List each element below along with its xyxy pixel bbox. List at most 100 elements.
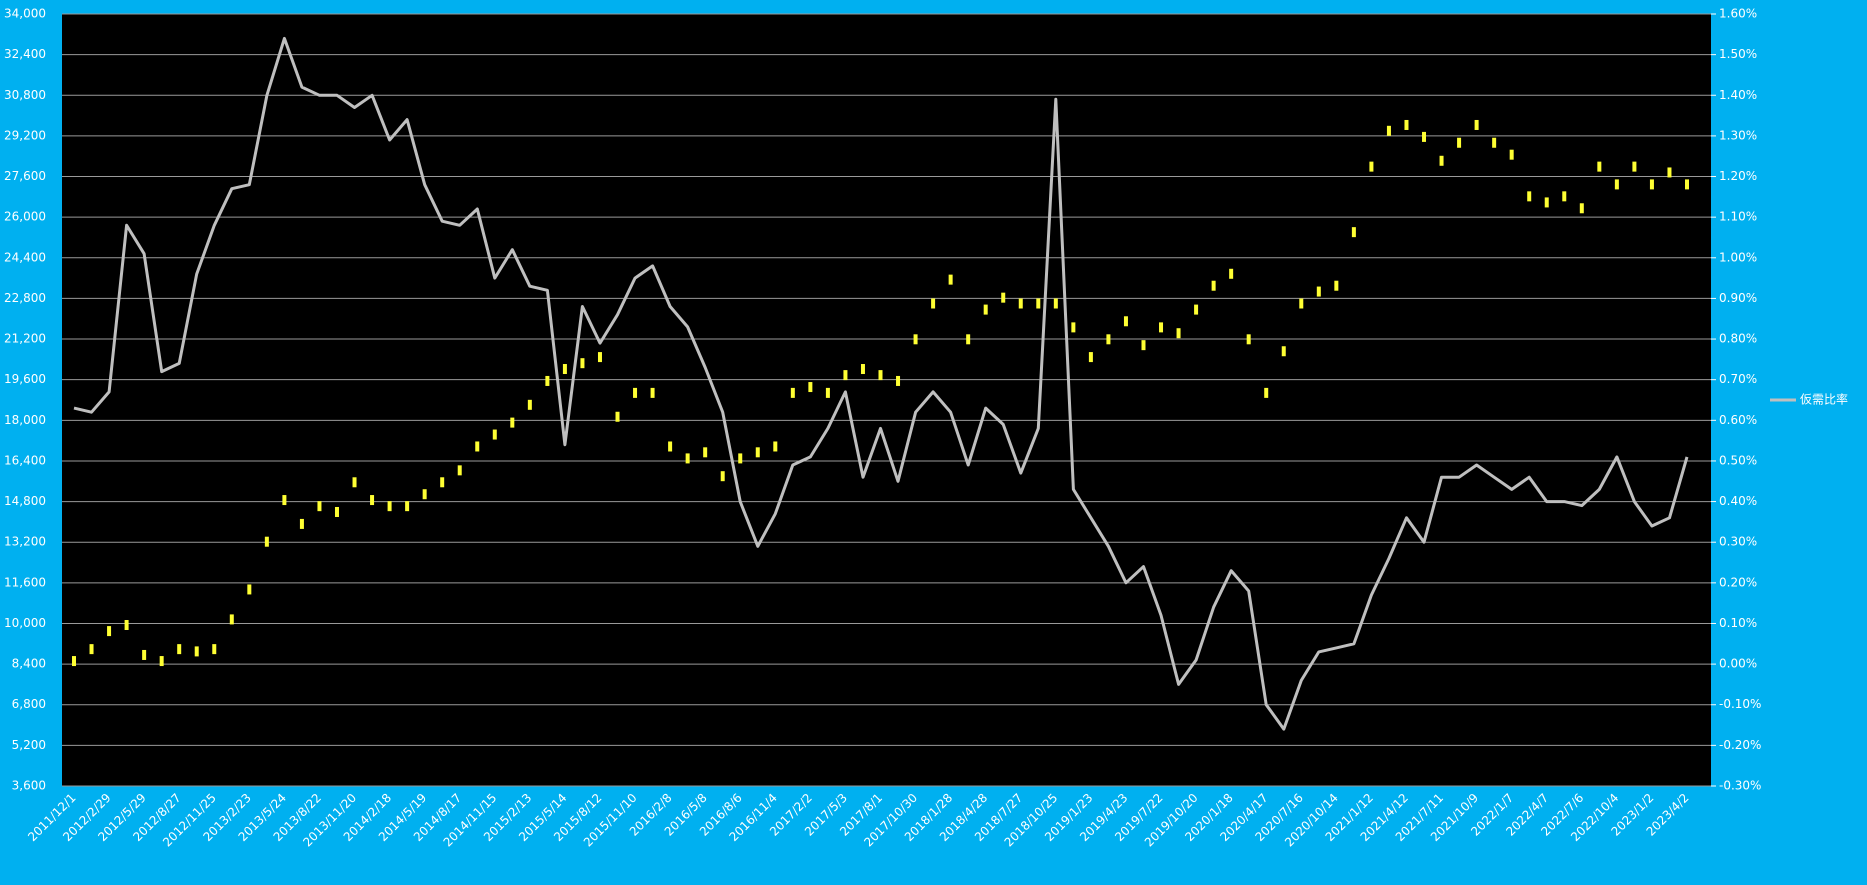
y2-tick-label: 1.50%: [1719, 47, 1757, 61]
price-marker: [755, 447, 760, 458]
price-marker: [387, 501, 392, 512]
price-marker: [1685, 179, 1689, 190]
price-marker: [1036, 298, 1041, 309]
price-marker: [334, 506, 339, 517]
price-marker: [738, 453, 743, 464]
price-marker: [1176, 328, 1181, 339]
price-marker: [878, 370, 883, 381]
price-marker: [1229, 268, 1234, 279]
y-tick-label: 24,400: [4, 250, 46, 264]
price-marker: [247, 584, 252, 595]
price-marker: [475, 441, 480, 452]
y2-tick-label: 0.80%: [1719, 332, 1757, 346]
price-marker: [317, 501, 322, 512]
price-marker: [194, 646, 199, 657]
price-marker: [422, 489, 427, 500]
price-marker: [177, 644, 182, 655]
price-marker: [703, 447, 708, 458]
price-marker: [124, 619, 129, 630]
y-tick-label: 6,800: [12, 697, 46, 711]
price-marker: [89, 644, 94, 655]
plot-area: [62, 14, 1711, 786]
price-marker: [896, 375, 901, 386]
price-marker: [1439, 155, 1444, 166]
price-marker: [1123, 316, 1128, 327]
y2-tick-label: -0.30%: [1719, 779, 1761, 793]
price-marker: [1404, 119, 1409, 130]
price-marker: [1632, 161, 1637, 172]
y-tick-label: 29,200: [4, 128, 46, 142]
price-marker: [142, 649, 147, 660]
y2-tick-label: 0.00%: [1719, 657, 1757, 671]
price-marker: [405, 501, 410, 512]
y-tick-label: 22,800: [4, 291, 46, 305]
price-marker: [492, 429, 497, 440]
price-marker: [1211, 280, 1216, 291]
price-marker: [1649, 179, 1654, 190]
price-marker: [1106, 334, 1111, 345]
price-marker: [299, 518, 304, 529]
y-tick-label: 8,400: [12, 657, 46, 671]
price-marker: [1088, 352, 1093, 363]
price-marker: [1544, 197, 1549, 208]
y2-tick-label: 1.20%: [1719, 169, 1757, 183]
y-tick-label: 18,000: [4, 413, 46, 427]
y2-tick-label: -0.10%: [1719, 697, 1761, 711]
price-marker: [1422, 131, 1427, 142]
y2-tick-label: 1.10%: [1719, 210, 1757, 224]
price-marker: [1053, 298, 1058, 309]
price-marker: [790, 387, 795, 398]
price-marker: [1509, 149, 1514, 160]
price-marker: [668, 441, 673, 452]
price-marker: [931, 298, 936, 309]
price-marker: [229, 614, 234, 625]
price-marker: [457, 465, 462, 476]
price-marker: [1334, 280, 1339, 291]
y-tick-label: 5,200: [12, 738, 46, 752]
price-marker: [545, 375, 550, 386]
y2-tick-label: 0.70%: [1719, 372, 1757, 386]
price-marker: [510, 417, 515, 428]
y2-tick-label: 0.20%: [1719, 575, 1757, 589]
price-marker: [1579, 203, 1584, 214]
price-marker: [615, 411, 620, 422]
y-tick-label: 34,000: [4, 7, 46, 21]
y2-tick-label: 0.10%: [1719, 616, 1757, 630]
y-tick-label: 10,000: [4, 616, 46, 630]
price-marker: [1316, 286, 1321, 297]
price-marker: [1597, 161, 1602, 172]
price-marker: [808, 382, 813, 393]
price-marker: [1299, 298, 1304, 309]
price-marker: [966, 334, 971, 345]
price-marker: [633, 387, 638, 398]
legend-label: 仮需比率: [1800, 392, 1848, 407]
y-tick-label: 19,600: [4, 372, 46, 386]
price-marker: [1071, 322, 1076, 333]
y-tick-label: 21,200: [4, 332, 46, 346]
price-marker: [1474, 119, 1479, 130]
y-tick-label: 16,400: [4, 453, 46, 467]
price-marker: [159, 656, 164, 667]
price-marker: [1457, 137, 1462, 148]
price-marker: [1264, 387, 1269, 398]
y2-tick-label: 0.90%: [1719, 291, 1757, 305]
price-marker: [1246, 334, 1251, 345]
price-marker: [212, 644, 217, 655]
price-marker: [685, 453, 690, 464]
y2-tick-label: 0.50%: [1719, 453, 1757, 467]
y2-tick-label: 1.40%: [1719, 88, 1757, 102]
y2-tick-label: 0.40%: [1719, 494, 1757, 508]
y-tick-label: 13,200: [4, 535, 46, 549]
y-tick-label: 30,800: [4, 88, 46, 102]
price-marker: [1386, 125, 1391, 136]
price-marker: [562, 364, 567, 375]
price-marker: [773, 441, 778, 452]
price-marker: [650, 387, 655, 398]
y2-tick-label: 0.30%: [1719, 535, 1757, 549]
price-marker: [1159, 322, 1164, 333]
price-marker: [913, 334, 918, 345]
price-marker: [948, 274, 953, 285]
ratio-line: [73, 36, 1689, 731]
price-marker: [1001, 292, 1006, 303]
y2-tick-label: -0.20%: [1719, 738, 1761, 752]
